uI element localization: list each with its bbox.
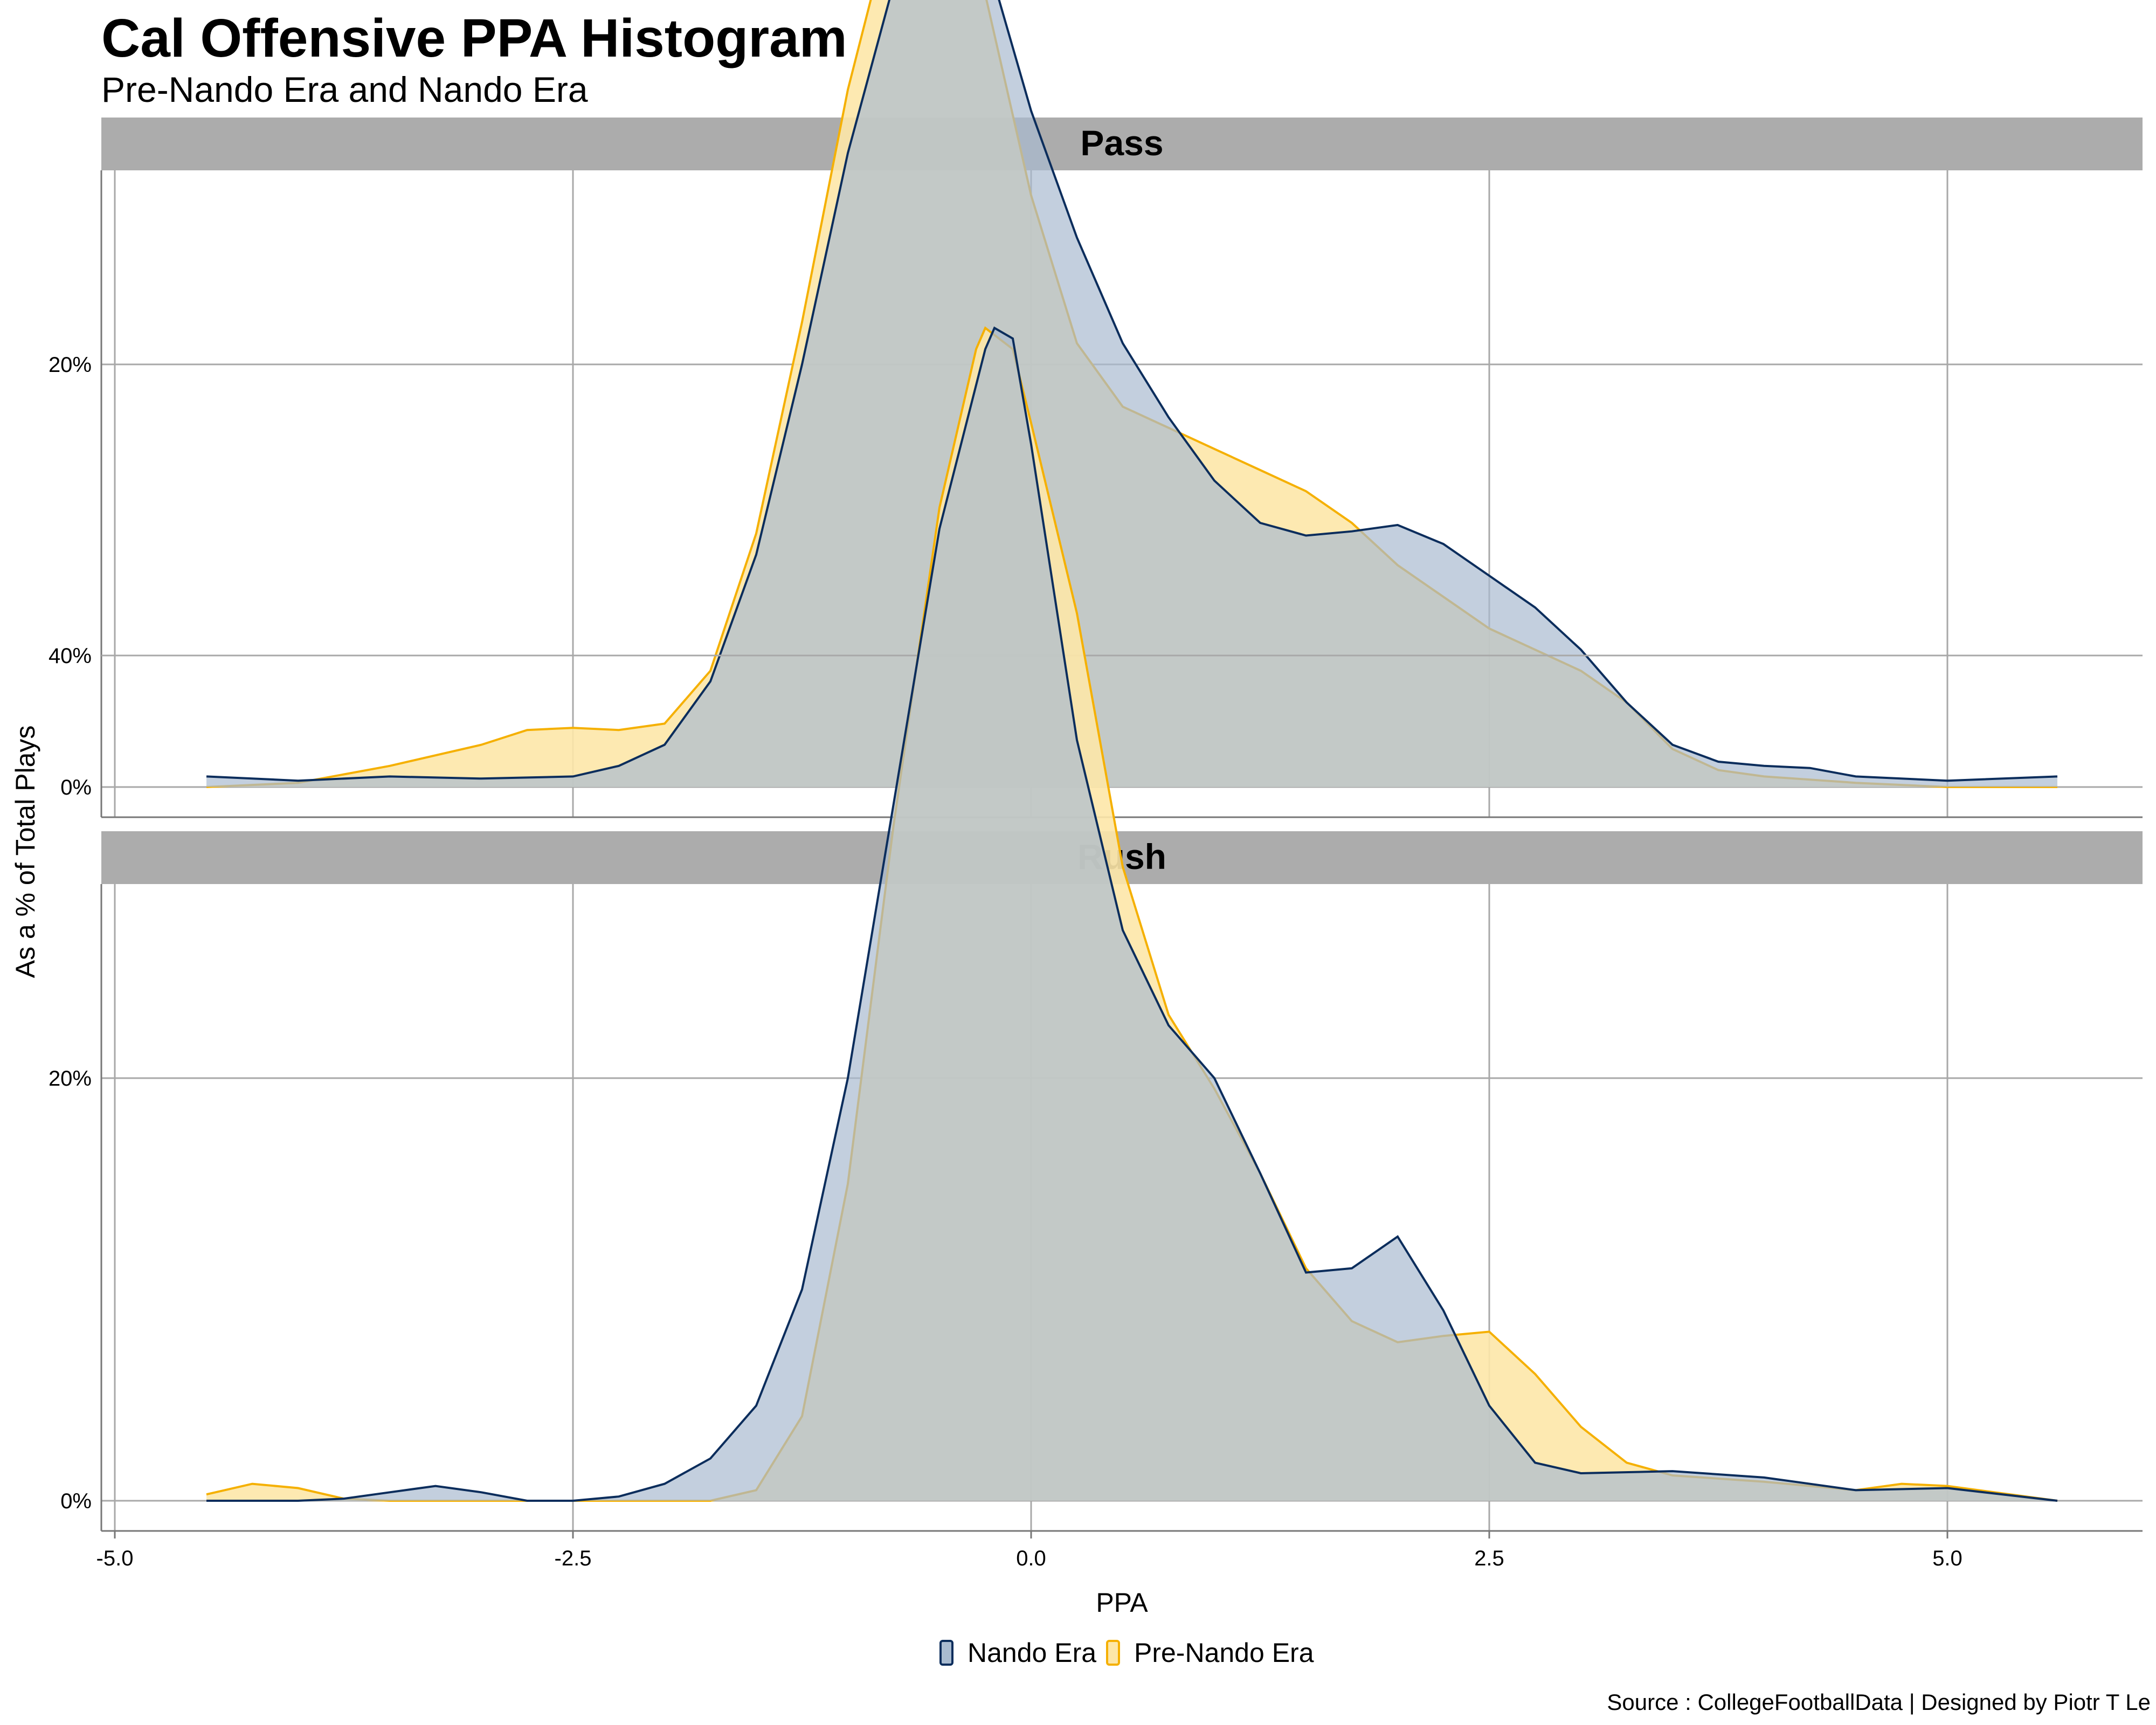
- facet-label: Pass: [1080, 123, 1163, 163]
- x-tick-label: -2.5: [555, 1547, 592, 1570]
- x-tick-label: 5.0: [1932, 1547, 1962, 1570]
- density-line-nando-era: [206, 0, 2058, 782]
- density-area-nando-era: [206, 0, 2057, 787]
- x-tick-label: 0.0: [1016, 1547, 1046, 1570]
- y-tick-label: 40%: [49, 644, 92, 668]
- y-axis-title: As a % of Total Plays: [10, 726, 40, 978]
- x-axis-title: PPA: [1096, 1588, 1148, 1618]
- facet-pass: Pass 0% 20% 40%: [49, 0, 2143, 818]
- facet-strip: [101, 118, 2143, 170]
- y-tick-label: 20%: [49, 1067, 92, 1091]
- x-tick-label: 2.5: [1474, 1547, 1504, 1570]
- legend-label: Pre-Nando Era: [1134, 1638, 1314, 1668]
- legend-label: Nando Era: [968, 1638, 1096, 1668]
- y-tick-label: 0%: [60, 776, 92, 799]
- source-caption: Source : CollegeFootballData | Designed …: [1607, 1689, 2151, 1715]
- legend-key-nando: [939, 1640, 953, 1666]
- x-tick-label: -5.0: [96, 1547, 134, 1570]
- chart-title: Cal Offensive PPA Histogram: [101, 8, 847, 68]
- density-line-nando-era: [206, 326, 2058, 1502]
- y-tick-label: 20%: [49, 353, 92, 377]
- density-area-nando-era: [206, 328, 2057, 1501]
- density-area-pre-nando-era: [206, 328, 2057, 1501]
- y-tick-label: 0%: [60, 1489, 92, 1513]
- chart-subtitle: Pre-Nando Era and Nando Era: [101, 70, 588, 109]
- legend-key-pre-nando: [1106, 1640, 1120, 1666]
